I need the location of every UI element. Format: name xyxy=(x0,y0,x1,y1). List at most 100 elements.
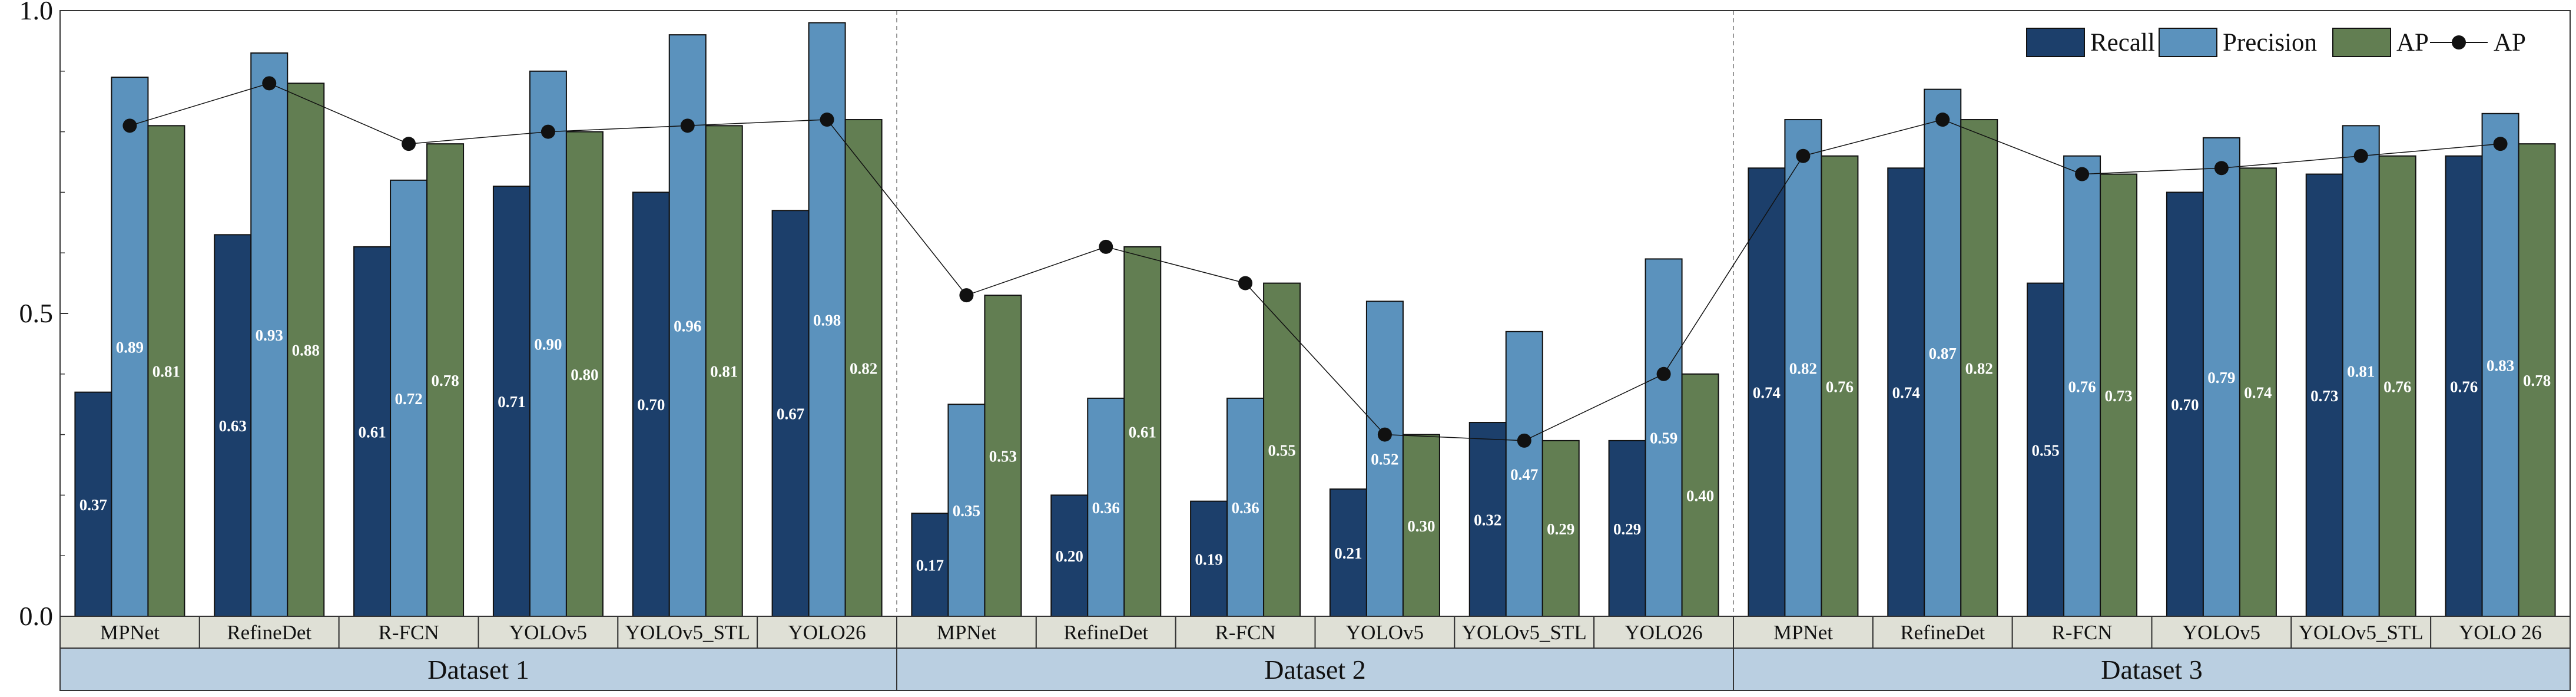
bar-label-recall: 0.17 xyxy=(916,557,944,574)
ap-point xyxy=(1517,433,1531,448)
dataset-label: Dataset 2 xyxy=(1264,655,1365,685)
bar-label-recall: 0.70 xyxy=(2171,396,2199,414)
bar-recall xyxy=(1329,488,1367,617)
dataset-strip-cell xyxy=(1733,648,2571,691)
bar-ap xyxy=(2378,155,2416,617)
category-strip-cell xyxy=(338,616,479,649)
bar-ap xyxy=(1960,119,1998,617)
bar-label-precision: 0.76 xyxy=(2068,378,2096,395)
bar-recall xyxy=(353,246,392,617)
bar-label-precision: 0.36 xyxy=(1231,499,1259,517)
bar-ap xyxy=(2239,167,2277,617)
bar-recall xyxy=(2445,155,2483,617)
ap-point xyxy=(2214,161,2229,176)
bar-label-precision: 0.82 xyxy=(1789,360,1817,378)
ap-point xyxy=(959,288,974,303)
category-label: R-FCN xyxy=(379,621,439,644)
category-label: R-FCN xyxy=(2052,621,2113,644)
category-strip-cell xyxy=(2290,616,2432,649)
bar-label-ap: 0.73 xyxy=(2104,387,2132,405)
legend-swatch xyxy=(2159,28,2217,57)
bar-label-ap: 0.82 xyxy=(850,360,877,378)
y-tick-label: 1.0 xyxy=(19,0,54,25)
y-tick-label: 0.0 xyxy=(19,601,54,631)
bar-label-ap: 0.80 xyxy=(571,366,598,384)
bar-label-ap: 0.74 xyxy=(2244,384,2272,402)
bar-recall xyxy=(2166,191,2204,617)
bar-label-ap: 0.78 xyxy=(431,372,459,389)
legend-label: AP xyxy=(2494,29,2526,57)
dataset-label: Dataset 3 xyxy=(2101,655,2202,685)
category-label: RefineDet xyxy=(1063,621,1148,644)
bar-label-ap: 0.81 xyxy=(152,363,180,381)
bars xyxy=(74,22,2556,617)
bar-label-recall: 0.70 xyxy=(637,396,665,414)
bar-ap xyxy=(147,125,185,617)
bar-label-ap: 0.76 xyxy=(1826,378,1854,395)
bar-label-recall: 0.76 xyxy=(2450,378,2478,395)
bar-label-recall: 0.67 xyxy=(777,405,804,423)
bar-precision xyxy=(250,52,289,617)
bar-label-precision: 0.59 xyxy=(1650,430,1677,447)
category-strip-cell xyxy=(478,616,619,649)
bar-precision xyxy=(1924,88,1962,617)
category-strip-cell xyxy=(896,616,1037,649)
category-strip-cell xyxy=(617,616,758,649)
bar-label-precision: 0.89 xyxy=(116,339,144,356)
category-label: YOLO26 xyxy=(788,621,866,644)
bar-ap xyxy=(1123,246,1162,617)
bar-label-recall: 0.71 xyxy=(498,393,525,411)
category-label: RefineDet xyxy=(227,621,311,644)
category-label: YOLOv5_STL xyxy=(1462,621,1587,644)
bar-label-recall: 0.55 xyxy=(2031,441,2059,459)
legend-marker xyxy=(2452,35,2466,49)
category-label: YOLOv5_STL xyxy=(625,621,750,644)
bar-ap xyxy=(1263,282,1301,617)
bar-ap xyxy=(2518,143,2556,617)
bar-precision xyxy=(529,70,567,617)
bar-precision xyxy=(947,404,986,617)
category-label: R-FCN xyxy=(1215,621,1276,644)
bar-label-ap: 0.76 xyxy=(2383,378,2411,395)
bar-value-labels: 0.37 0.89 0.81 0.63 0.93 0.88 0.61 0.72 0.78 0.71… xyxy=(79,311,2551,574)
ap-point xyxy=(1796,148,1811,163)
bar-precision xyxy=(111,77,149,617)
y-tick-label: 0.5 xyxy=(19,298,54,328)
bar-ap xyxy=(1821,155,1859,617)
legend: Recall Precision AP AP xyxy=(2026,28,2526,57)
bar-precision xyxy=(2342,125,2380,617)
bar-label-recall: 0.29 xyxy=(1613,520,1641,538)
ap-point xyxy=(680,118,695,133)
bar-label-recall: 0.19 xyxy=(1195,550,1222,568)
ap-point xyxy=(2493,137,2508,151)
bar-ap xyxy=(844,119,883,617)
category-label: MPNet xyxy=(1773,621,1833,644)
ap-point xyxy=(2075,167,2090,181)
bar-ap xyxy=(984,295,1022,617)
ap-point xyxy=(1656,366,1671,381)
legend-label: Recall xyxy=(2090,29,2155,57)
ap-line-path xyxy=(130,82,2501,441)
bar-recall xyxy=(1050,494,1089,617)
legend-label: Precision xyxy=(2223,29,2317,57)
category-strip-cell xyxy=(1175,616,1316,649)
bar-precision xyxy=(1645,258,1683,617)
bar-ap xyxy=(2100,173,2138,617)
category-strip-cell xyxy=(1314,616,1456,649)
ap-point xyxy=(402,137,416,151)
category-label: MPNet xyxy=(100,621,160,644)
ap-line-series xyxy=(122,76,2508,448)
category-strip-cell xyxy=(2430,616,2571,649)
legend-swatch xyxy=(2332,28,2391,57)
bar-label-recall: 0.74 xyxy=(1753,384,1781,402)
ap-point xyxy=(2353,148,2368,163)
bar-label-recall: 0.21 xyxy=(1334,544,1362,562)
bar-label-ap: 0.30 xyxy=(1407,517,1435,535)
ap-point xyxy=(1377,427,1392,442)
ap-point xyxy=(820,113,834,127)
bar-label-ap: 0.81 xyxy=(710,363,738,381)
bar-precision xyxy=(2202,137,2240,617)
ap-point xyxy=(1935,113,1950,127)
